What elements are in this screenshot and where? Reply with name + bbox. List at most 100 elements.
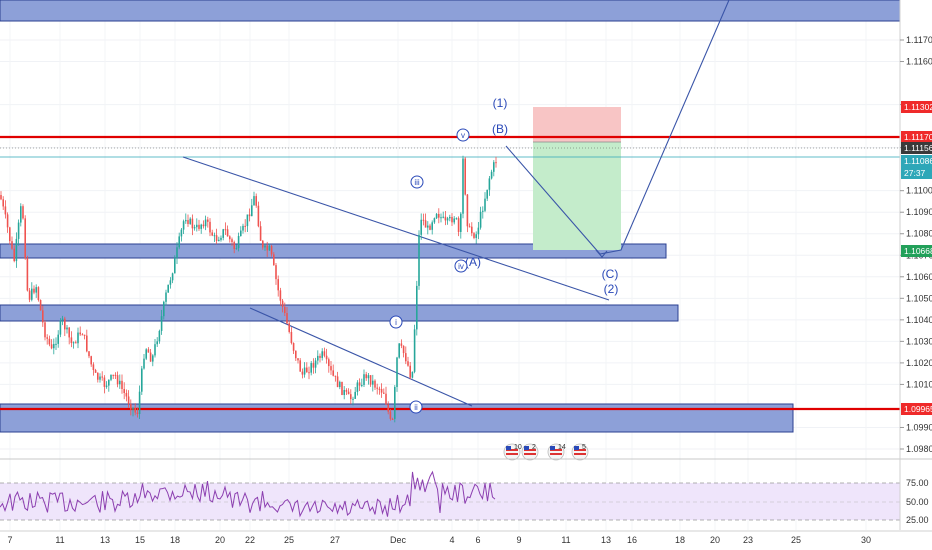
candle-body <box>187 220 189 224</box>
y-tick-label: 1.10800 <box>906 229 932 239</box>
candle-body <box>424 220 427 228</box>
price-tag-label: 1.10668 <box>904 246 932 256</box>
candle-body <box>17 222 20 239</box>
flag-canton <box>574 446 579 450</box>
candle-body <box>372 380 374 385</box>
candle-body <box>442 216 444 218</box>
y-tick-label: 1.10600 <box>906 272 932 282</box>
candle-body <box>446 218 449 221</box>
candle-body <box>369 375 372 385</box>
candle-body <box>286 313 288 324</box>
candle-body <box>204 219 207 227</box>
candle-body <box>70 337 73 344</box>
wave-label: (2) <box>604 282 619 296</box>
candle-body <box>422 219 425 221</box>
candle-body <box>389 411 392 419</box>
wave-label: (A) <box>465 255 481 269</box>
x-tick-label: 7 <box>7 535 12 545</box>
candle-body <box>231 239 233 243</box>
candle-body <box>246 214 249 227</box>
candle-body <box>134 407 136 413</box>
candle-body <box>119 380 121 385</box>
candle-body <box>132 407 134 410</box>
economic-event-badge[interactable]: 10 <box>503 443 522 461</box>
candle-body <box>253 196 255 206</box>
candle-body <box>99 376 101 380</box>
candle-body <box>81 334 84 336</box>
rsi-band <box>0 483 900 520</box>
candle-body <box>405 353 407 362</box>
y-tick-label: 1.10900 <box>906 207 932 217</box>
candle-body <box>466 194 469 227</box>
candle-body <box>237 236 240 249</box>
circled-wave-marker <box>410 175 424 189</box>
candle-body <box>110 374 112 380</box>
candle-body <box>79 332 81 335</box>
candle-body <box>292 343 295 351</box>
candle-body <box>116 375 119 385</box>
candle-body <box>297 358 299 361</box>
candle-body <box>374 380 376 388</box>
candle-body <box>222 229 224 238</box>
candle-body <box>64 318 66 330</box>
candle-body <box>44 322 46 338</box>
candle-body <box>163 301 165 317</box>
candle-body <box>350 394 352 400</box>
candle-body <box>409 365 411 378</box>
circled-wave-label: i <box>395 318 397 327</box>
price-tag-label: 1.11302 <box>904 102 932 112</box>
candle-body <box>35 287 37 293</box>
candle-body <box>198 224 200 229</box>
candle-body <box>215 235 218 241</box>
candle-body <box>402 345 405 354</box>
candle-body <box>42 310 44 323</box>
event-count: 5 <box>582 444 586 451</box>
candle-body <box>493 162 495 172</box>
candle-body <box>9 227 11 242</box>
candle-body <box>123 388 125 393</box>
candle-body <box>61 318 64 321</box>
candle-body <box>462 158 464 214</box>
candle-body <box>211 232 213 236</box>
candle-body <box>207 219 209 222</box>
candle-body <box>26 258 29 291</box>
candle-body <box>147 349 150 353</box>
candle-body <box>288 323 290 332</box>
candle-body <box>433 218 436 223</box>
event-count: 14 <box>558 444 566 451</box>
x-tick-label: 13 <box>100 535 110 545</box>
flag-stripe <box>524 449 536 451</box>
candle-body <box>354 391 356 399</box>
wave-label: (1) <box>493 96 508 110</box>
lower-trendline <box>249 307 473 407</box>
flag-stripe <box>574 449 586 451</box>
candle-body <box>167 284 169 293</box>
candle-body <box>475 234 477 238</box>
candle-body <box>136 412 139 415</box>
economic-event-badge[interactable]: 5 <box>571 443 589 461</box>
flag-stripe <box>574 453 586 455</box>
candle-body <box>435 213 438 219</box>
candle-body <box>55 343 57 345</box>
candle-body <box>180 229 183 237</box>
candle-body <box>341 381 343 395</box>
candle-body <box>75 342 77 344</box>
projection-path <box>505 0 730 255</box>
candle-body <box>482 210 484 212</box>
economic-event-badge[interactable]: 2 <box>521 443 539 461</box>
economic-event-badge[interactable]: 14 <box>547 443 566 461</box>
candle-body <box>264 245 266 248</box>
candle-body <box>138 391 141 415</box>
candle-body <box>279 290 282 301</box>
price-tag-label: 1.11156 <box>904 143 932 153</box>
candle-body <box>361 384 363 386</box>
candle-body <box>213 235 216 237</box>
x-tick-label: 18 <box>170 535 180 545</box>
candle-body <box>4 206 7 215</box>
candle-body <box>358 382 361 386</box>
candle-body <box>438 213 440 218</box>
x-tick-label: 4 <box>449 535 454 545</box>
candle-body <box>345 390 348 392</box>
